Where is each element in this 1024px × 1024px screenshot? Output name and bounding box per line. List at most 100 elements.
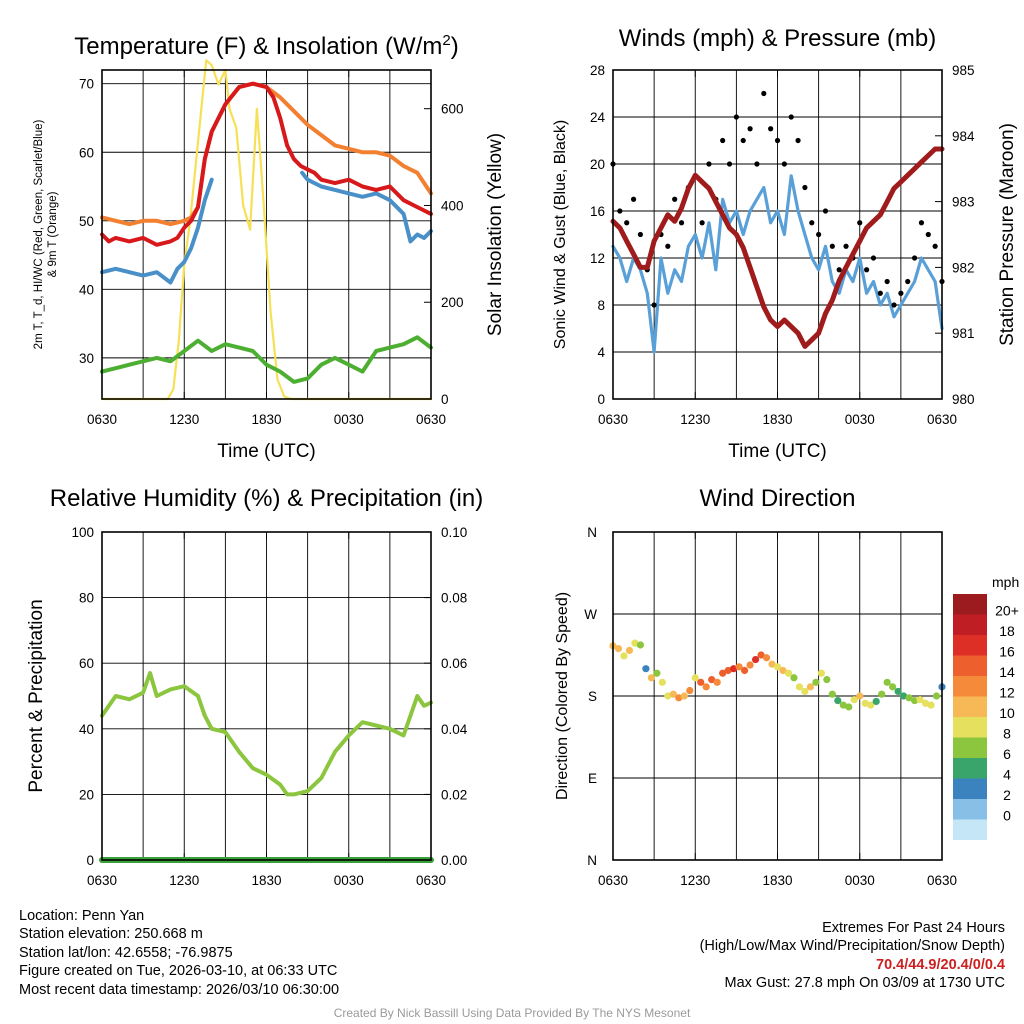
winds-xtick-label: 0630 xyxy=(598,412,628,427)
credit-text: Created By Nick Bassill Using Data Provi… xyxy=(333,1006,691,1020)
winds-gust-point xyxy=(706,161,712,167)
temperature-series-green xyxy=(100,335,433,384)
direction-xtick-label: 0030 xyxy=(845,873,875,888)
colorbar-label: 4 xyxy=(1003,766,1011,782)
direction-point xyxy=(823,676,831,684)
colorbar-swatch xyxy=(953,655,987,676)
winds-ytick-label: 24 xyxy=(590,110,606,125)
humidity-y2tick-label: 0.06 xyxy=(441,656,467,671)
winds-gust-point xyxy=(870,255,877,261)
direction-point xyxy=(735,663,743,671)
elevation-text: Station elevation: 250.668 m xyxy=(19,926,203,943)
direction-point xyxy=(916,696,924,704)
direction-point xyxy=(867,701,875,709)
direction-point xyxy=(790,674,798,682)
direction-point xyxy=(779,666,787,675)
winds-gust-point xyxy=(918,220,925,226)
extremes-values: 70.4/44.9/20.4/0/0.4 xyxy=(876,956,1005,973)
temperature-series-scarlet_blue xyxy=(100,170,433,285)
direction-point xyxy=(812,678,820,686)
direction-point xyxy=(762,654,771,662)
winds-ytick-label: 28 xyxy=(590,63,605,78)
direction-point xyxy=(625,646,634,655)
winds-gust-point xyxy=(905,278,911,285)
direction-point xyxy=(691,674,699,682)
direction-point xyxy=(669,690,677,698)
humidity-ytick-label: 60 xyxy=(79,656,94,671)
winds-gust-point xyxy=(836,267,842,273)
created-text: Figure created on Tue, 2026-03-10, at 06… xyxy=(19,963,338,980)
temperature-xtick-label: 1230 xyxy=(169,412,199,427)
direction-point xyxy=(927,701,935,709)
temperature-y2tick-label: 600 xyxy=(441,102,464,117)
winds-gust-point xyxy=(617,208,623,214)
winds-gust-point xyxy=(911,255,918,261)
colorbar-swatch xyxy=(953,676,987,697)
station-info: Location: Penn Yan Station elevation: 25… xyxy=(19,907,339,999)
winds-xtick-label: 1830 xyxy=(762,412,792,427)
direction-ytick-label: E xyxy=(588,771,597,786)
winds-y2tick-label: 983 xyxy=(952,195,975,210)
humidity-xtick-label: 0630 xyxy=(416,873,446,888)
winds-gust-point xyxy=(651,302,657,308)
winds-panel: Winds (mph) & Pressure (mb) 0630 1230 1830 0… xyxy=(552,25,1018,462)
direction-ytick-label: N xyxy=(587,853,597,868)
humidity-panel: Relative Humidity (%) & Precipitation (i… xyxy=(26,485,483,888)
winds-gust-point xyxy=(774,137,781,144)
temperature-xlabel: Time (UTC) xyxy=(217,441,316,462)
colorbar-label: 6 xyxy=(1003,746,1011,762)
winds-gust-point xyxy=(802,184,808,191)
direction-point xyxy=(872,697,880,706)
direction-point xyxy=(932,692,941,700)
winds-gust-point xyxy=(624,220,630,226)
temperature-title: Temperature (F) & Insolation (W/m2) xyxy=(74,32,458,60)
winds-gust-point xyxy=(816,231,822,238)
humidity-y2tick-label: 0.04 xyxy=(441,722,468,737)
latlon-text: Station lat/lon: 42.6558; -76.9875 xyxy=(19,944,233,961)
winds-ytick-label: 20 xyxy=(590,157,605,172)
winds-gust-point xyxy=(829,243,835,249)
temperature-y2tick-label: 400 xyxy=(441,198,464,213)
winds-gust-point xyxy=(877,290,883,296)
direction-point xyxy=(850,696,858,704)
direction-ytick-label: S xyxy=(588,689,597,704)
winds-y2tick-label: 985 xyxy=(952,63,975,78)
humidity-y2tick-label: 0.08 xyxy=(441,591,467,606)
direction-point xyxy=(773,663,782,671)
temperature-ytick-label: 60 xyxy=(79,145,94,160)
direction-point xyxy=(883,678,891,686)
direction-point xyxy=(921,699,930,707)
direction-point xyxy=(861,699,869,707)
direction-point xyxy=(801,687,809,696)
direction-xtick-label: 1230 xyxy=(680,873,710,888)
direction-point xyxy=(620,652,628,660)
humidity-series-rh xyxy=(100,671,433,797)
direction-point xyxy=(713,678,721,686)
temperature-ytick-label: 30 xyxy=(79,351,94,366)
direction-point xyxy=(889,683,897,691)
direction-frame xyxy=(612,531,943,861)
winds-gust-point xyxy=(720,137,726,144)
direction-point xyxy=(686,686,694,695)
colorbar-label: 18 xyxy=(999,623,1015,639)
winds-y2tick-label: 984 xyxy=(952,129,975,144)
direction-point xyxy=(730,665,738,673)
winds-gust-point xyxy=(747,126,753,132)
colorbar-swatch xyxy=(953,594,987,615)
direction-xtick-label: 0630 xyxy=(598,873,628,888)
direction-point xyxy=(708,676,716,684)
colorbar-swatch xyxy=(953,635,987,656)
colorbar-label: 16 xyxy=(999,643,1015,659)
colorbar-label: 20+ xyxy=(995,602,1019,618)
direction-point xyxy=(647,674,655,682)
direction-point xyxy=(751,655,760,664)
direction-point xyxy=(746,661,754,669)
direction-point xyxy=(642,665,650,673)
temperature-ylabel-line2: & 9m T (Orange) xyxy=(47,191,59,277)
meteogram-figure: Temperature (F) & Insolation (W/m2) 0630 1… xyxy=(26,25,1019,888)
winds-gust-point xyxy=(733,114,739,120)
humidity-ytick-label: 40 xyxy=(79,722,94,737)
winds-gust-point xyxy=(925,231,931,238)
colorbar-swatch xyxy=(953,696,987,717)
temperature-title-sup: 2 xyxy=(442,32,450,49)
